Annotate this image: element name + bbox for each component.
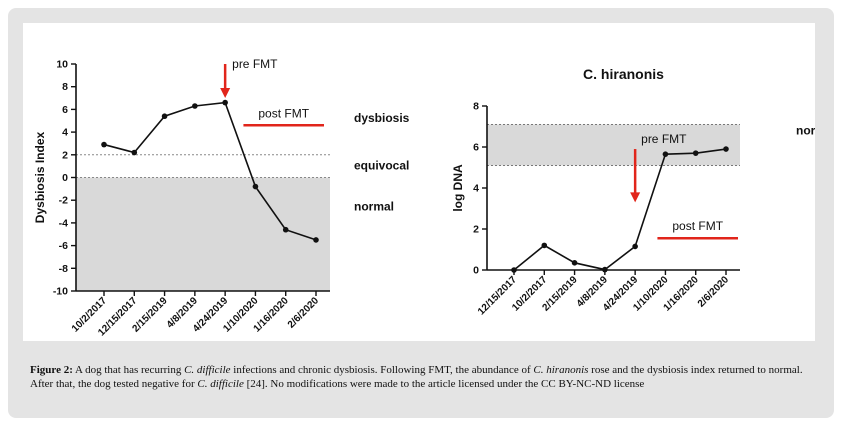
chart2-y-axis-label: log DNA [451, 164, 465, 212]
chart1-data-point [282, 226, 289, 233]
caption-species-3: C. difficile [197, 377, 244, 390]
caption-species-2: C. hiranonis [533, 364, 589, 376]
chart1-y-tick-label: 0 [62, 172, 68, 184]
chart2-normal-band [487, 124, 740, 166]
chart1-x-tick-label: 2/6/2020 [286, 295, 322, 331]
chart1-y-tick-label: 4 [62, 127, 68, 139]
caption-text-4: [24]. No modifications were made to the … [243, 377, 645, 390]
caption-species-1: C. difficile [184, 364, 231, 376]
chart2-series-line [513, 148, 727, 271]
chart1-y-tick-label: 10 [56, 59, 68, 71]
chart1-data-point [101, 141, 107, 148]
chart1-pre-fmt-label: pre FMT [232, 57, 278, 71]
chart2-data-point [632, 243, 638, 250]
chart1-y-tick-label: -10 [53, 286, 68, 298]
chart1-post-fmt-label: post FMT [258, 106, 309, 120]
figure-panel: -10 -8 -6 -4 -2 0 2 4 6 8 10 10/2/2017 12/15/2017 2/1… [23, 23, 815, 341]
caption-text-2: infections and chronic dysbiosis. Follow… [230, 364, 534, 376]
chart2-data-point [541, 242, 548, 249]
chart2-zone-label-normal: normal [796, 124, 815, 138]
chart1-y-tick-label: 6 [62, 104, 68, 116]
chart1-data-point [192, 103, 198, 109]
chart1-y-axis-label: Dysbiosis Index [33, 131, 47, 223]
chart1-y-tick-label: 8 [62, 81, 68, 93]
chart1-zone-label-normal: normal [354, 199, 394, 213]
chart1-normal-band [76, 177, 330, 291]
chart2-y-tick-label: 2 [473, 224, 479, 236]
chart2-y-tick-label: 8 [473, 101, 479, 113]
caption-label: Figure 2: [30, 364, 73, 376]
chart2-y-tick-label: 0 [473, 265, 479, 277]
caption-text-1: A dog that has recurring [72, 364, 185, 376]
chart1-y-tick-label: -2 [59, 195, 68, 207]
chart2-data-point [662, 151, 669, 157]
charts-canvas: -10-8-6-4-2024681010/2/201712/15/20172/1… [33, 57, 815, 339]
chart2-title: C. hiranonis [583, 66, 664, 82]
chart2-data-point [511, 267, 517, 273]
chart2-x-tick-label: 12/15/2017 [476, 274, 519, 317]
chart2-x-tick-label: 2/6/2020 [696, 274, 732, 310]
chart1-zone-label-dysbiosis: dysbiosis [354, 111, 410, 125]
chart2-pre-fmt-arrow-head [630, 192, 641, 203]
chart1-zone-label-equivocal: equivocal [354, 159, 409, 173]
chart1-data-point [313, 237, 319, 243]
chart2-data-point [723, 146, 729, 152]
chart1-y-tick-label: -6 [59, 240, 68, 252]
chart2-data-point [571, 260, 578, 266]
chart1-data-point [131, 149, 138, 156]
chart1-y-tick-label: 2 [62, 149, 68, 161]
chart2-pre-fmt-label: pre FMT [641, 132, 687, 146]
chart1-data-point [161, 113, 168, 120]
chart2-data-point [602, 266, 608, 273]
chart1-pre-fmt-arrow-head [220, 88, 231, 99]
chart1-y-tick-label: -8 [59, 263, 68, 275]
chart2-y-tick-label: 4 [473, 183, 479, 195]
chart2-post-fmt-label: post FMT [672, 219, 723, 233]
figure-caption: Figure 2: A dog that has recurring C. di… [30, 364, 820, 391]
chart1-y-tick-label: -4 [59, 217, 68, 229]
chart1-data-point [222, 99, 228, 106]
chart2-data-point [692, 150, 699, 156]
chart2-y-tick-label: 6 [473, 142, 479, 154]
chart1-series-line [103, 101, 317, 241]
caption-text-3: rose and the dysbiosis index returned to… [30, 364, 803, 390]
chart1-data-point [252, 183, 259, 190]
